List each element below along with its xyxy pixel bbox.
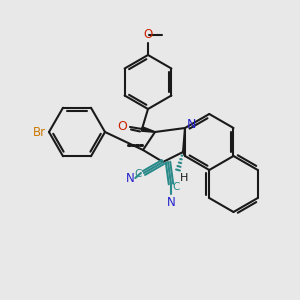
- Text: N: N: [125, 172, 134, 184]
- Polygon shape: [142, 127, 155, 132]
- Text: N: N: [167, 196, 176, 209]
- Text: O: O: [117, 119, 127, 133]
- Text: C: C: [172, 182, 179, 192]
- Text: C: C: [135, 169, 142, 179]
- Text: O: O: [143, 28, 153, 41]
- Text: N: N: [187, 118, 196, 131]
- Text: Br: Br: [33, 125, 46, 139]
- Text: H: H: [180, 173, 188, 183]
